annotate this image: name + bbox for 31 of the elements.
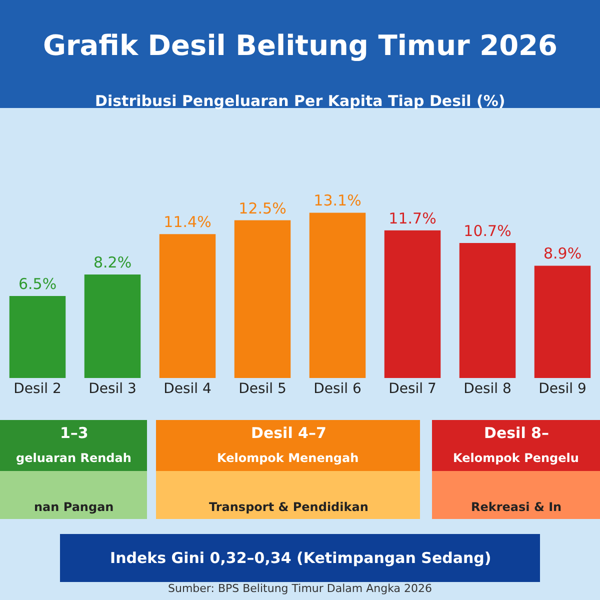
x-tick-label: Desil 8 xyxy=(464,381,512,397)
bar xyxy=(384,230,441,378)
text: 1–3 geluaran Rendah nan Pangan xyxy=(16,424,132,514)
bar xyxy=(234,220,291,378)
bar xyxy=(459,242,516,378)
x-tick-label: Desil 7 xyxy=(388,381,436,397)
data-label: 6.5% xyxy=(18,274,57,293)
data-label: 8.2% xyxy=(93,254,132,272)
x-tick-label: Desil 3 xyxy=(88,381,136,397)
x-tick-label: Desil 2 xyxy=(14,381,62,397)
x-tick-label: Desil 5 xyxy=(238,381,286,397)
data-label: 10.7% xyxy=(464,222,512,240)
text: Sumber: BPS Belitung Timur Dalam Angka 2026 xyxy=(168,582,432,595)
bar xyxy=(159,234,216,378)
chart-title: Grafik Desil Belitung Timur 2026 xyxy=(43,29,558,62)
data-label: 13.1% xyxy=(314,192,362,210)
x-tick-label: Desil 9 xyxy=(538,381,586,397)
bar xyxy=(84,274,141,378)
text: Desil 8– Kelompok Pengelu Rekreasi & In xyxy=(453,424,579,514)
chart-subtitle: Distribusi Pengeluaran Per Kapita Tiap Desil (%) xyxy=(95,92,506,110)
bar xyxy=(534,266,591,378)
data-label: 12.5% xyxy=(238,199,286,218)
text: Desil 4–7 Kelompok Menengah Transport & Pendidikan xyxy=(209,424,368,514)
x-tick-label: Desil 6 xyxy=(314,381,362,397)
data-label: 11.7% xyxy=(388,209,436,228)
bar xyxy=(9,296,66,378)
x-tick-label: Desil 4 xyxy=(164,381,212,397)
bar xyxy=(309,212,366,378)
data-label: 11.4% xyxy=(164,213,212,232)
data-label: 8.9% xyxy=(543,244,582,263)
text: Indeks Gini 0,32–0,34 (Ketimpangan Sedang) xyxy=(110,549,492,567)
